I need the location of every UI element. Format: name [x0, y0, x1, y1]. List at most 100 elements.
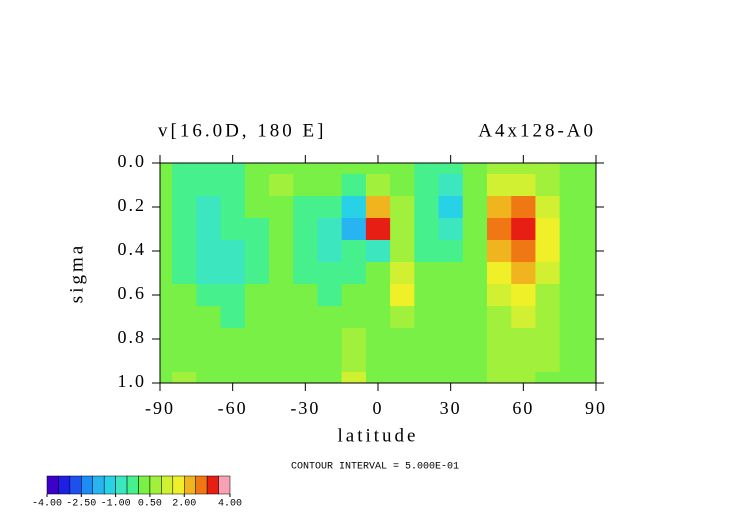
contour-cell — [341, 284, 367, 307]
contour-cell — [462, 372, 488, 383]
contour-cell — [317, 240, 343, 263]
contour-cell — [438, 350, 464, 373]
contour-cell — [317, 306, 343, 329]
contour-cell — [487, 306, 512, 329]
contour-cell — [172, 240, 197, 263]
contour-cell — [269, 350, 294, 373]
contour-cell — [462, 240, 488, 263]
contour-cell — [269, 328, 294, 351]
contour-cell — [390, 163, 415, 175]
x-tick-label: -30 — [290, 398, 320, 418]
contour-cell — [341, 262, 367, 285]
contour-cell — [293, 218, 318, 241]
contour-cell — [511, 262, 536, 285]
contour-cell — [535, 240, 561, 263]
x-tick-label: 60 — [512, 398, 534, 418]
contour-cell — [341, 372, 367, 383]
contour-cell — [535, 372, 561, 383]
colorbar-label: -1.00 — [101, 499, 131, 510]
contour-cell — [487, 240, 512, 263]
x-tick-label: -90 — [145, 398, 175, 418]
contour-cell — [462, 350, 488, 373]
contour-cell — [160, 372, 173, 383]
contour-cell — [535, 350, 561, 373]
contour-cell — [365, 240, 391, 263]
y-tick-label: 0.0 — [118, 151, 147, 171]
contour-cell — [172, 262, 197, 285]
contour-cell — [365, 350, 391, 373]
contour-cell — [244, 218, 270, 241]
contour-cell — [317, 163, 343, 175]
contour-cell — [583, 196, 596, 219]
contour-cell — [220, 284, 246, 307]
contour-cell — [160, 163, 173, 175]
contour-cell — [511, 240, 536, 263]
contour-cell — [244, 372, 270, 383]
contour-cell — [438, 174, 464, 197]
contour-cell — [160, 328, 173, 351]
contour-cell — [317, 372, 343, 383]
contour-cell — [390, 372, 415, 383]
y-axis-label: sigma — [66, 243, 87, 303]
contour-cell — [583, 174, 596, 197]
contour-cell — [487, 350, 512, 373]
contour-cell — [487, 284, 512, 307]
contour-cell — [487, 328, 512, 351]
contour-cell — [172, 372, 197, 383]
contour-cell — [341, 306, 367, 329]
contour-cell — [365, 328, 391, 351]
colorbar-box — [206, 475, 219, 495]
contour-cell — [196, 328, 222, 351]
x-tick-label: 30 — [440, 398, 462, 418]
contour-cell — [196, 163, 222, 175]
contour-cell — [160, 306, 173, 329]
chart-title: v[16.0D, 180 E] — [158, 120, 326, 141]
contour-cell — [317, 350, 343, 373]
contour-cell — [487, 163, 512, 175]
contour-cell — [365, 284, 391, 307]
contour-cell — [535, 218, 561, 241]
contour-cell — [365, 218, 391, 241]
contour-cell — [535, 174, 561, 197]
contour-cell — [244, 306, 270, 329]
contour-cell — [244, 328, 270, 351]
contour-cell — [462, 262, 488, 285]
contour-cell — [390, 350, 415, 373]
contour-cell — [269, 284, 294, 307]
contour-cell — [414, 350, 440, 373]
contour-cell — [535, 196, 561, 219]
contour-cell — [559, 262, 585, 285]
contour-interval: CONTOUR INTERVAL = 5.000E-01 — [291, 462, 459, 473]
contour-cell — [269, 372, 294, 383]
contour-cell — [583, 350, 596, 373]
contour-cell — [293, 174, 318, 197]
contour-cell — [160, 196, 173, 219]
contour-cell — [559, 328, 585, 351]
colorbar-label: -4.00 — [32, 499, 62, 510]
contour-cell — [196, 196, 222, 219]
contour-cell — [414, 196, 440, 219]
contour-cell — [390, 218, 415, 241]
contour-cell — [220, 262, 246, 285]
colorbar-box — [103, 475, 116, 495]
contour-cell — [511, 196, 536, 219]
contour-cell — [220, 350, 246, 373]
colorbar-box — [69, 475, 82, 495]
contour-cell — [317, 284, 343, 307]
contour-cell — [244, 196, 270, 219]
contour-cell — [160, 218, 173, 241]
contour-cell — [511, 218, 536, 241]
contour-cell — [220, 218, 246, 241]
contour-cell — [172, 196, 197, 219]
contour-cell — [390, 284, 415, 307]
contour-cell — [583, 284, 596, 307]
contour-cell — [414, 240, 440, 263]
contour-cell — [462, 174, 488, 197]
colorbar-label: 4.00 — [218, 499, 242, 510]
contour-cell — [220, 174, 246, 197]
colorbar-box — [149, 475, 162, 495]
contour-cell — [196, 284, 222, 307]
contour-cell — [220, 328, 246, 351]
contour-cell — [244, 284, 270, 307]
